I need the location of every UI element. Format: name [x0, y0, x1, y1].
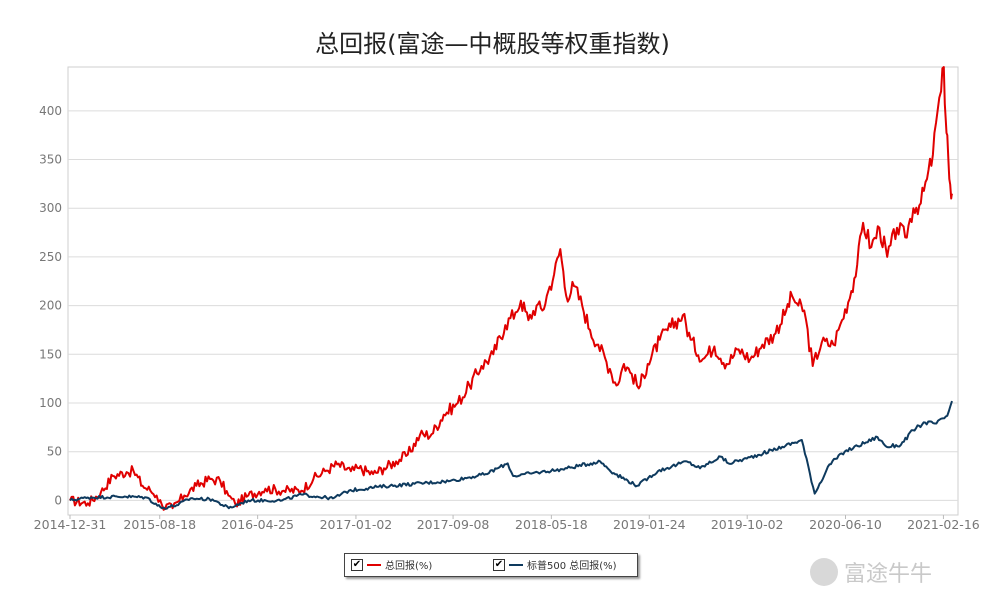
checkbox-icon[interactable]: ✔ [493, 558, 505, 571]
legend-swatch [367, 563, 381, 566]
x-tick-label: 2014-12-31 [34, 517, 107, 532]
checkbox-icon[interactable]: ✔ [351, 558, 363, 571]
x-tick-label: 2017-09-08 [417, 517, 490, 532]
x-tick-label: 2017-01-02 [320, 517, 393, 532]
series-line-total-return [69, 66, 953, 511]
y-tick-label: 150 [39, 347, 62, 361]
y-axis-ticks: 0 50 100 150 200 250 300 350 400 [39, 104, 62, 508]
watermark: 富途牛牛 [810, 556, 970, 588]
x-tick-label: 2015-08-18 [123, 517, 196, 532]
watermark-text: 富途牛牛 [844, 562, 933, 587]
series-line-sp500 [69, 400, 953, 510]
y-tick-label: 300 [39, 201, 62, 215]
y-tick-label: 200 [39, 299, 62, 313]
legend-label: 标普500 总回报(%) [527, 561, 617, 572]
x-tick-label: 2018-05-18 [515, 517, 588, 532]
legend-label: 总回报(%) [385, 561, 433, 572]
y-tick-label: 100 [39, 396, 62, 410]
series-lines [69, 66, 953, 511]
y-tick-label: 350 [39, 153, 62, 167]
legend: ✔ 总回报(%) ✔ 标普500 总回报(%) [344, 553, 638, 577]
futu-logo-icon [810, 558, 838, 586]
y-tick-label: 400 [39, 104, 62, 118]
y-tick-label: 250 [39, 250, 62, 264]
x-tick-label: 2019-01-24 [613, 517, 686, 532]
x-tick-label: 2020-06-10 [809, 517, 882, 532]
y-tick-label: 50 [47, 445, 62, 459]
plot-frame [67, 66, 959, 516]
grid-lines [68, 110, 958, 501]
legend-item-sp500[interactable]: ✔ 标普500 总回报(%) [493, 557, 617, 572]
x-tick-label: 2021-02-16 [907, 517, 980, 532]
x-tick-label: 2016-04-25 [221, 517, 294, 532]
y-tick-label: 0 [54, 493, 62, 507]
x-tick-label: 2019-10-02 [711, 517, 784, 532]
legend-item-total-return[interactable]: ✔ 总回报(%) [351, 557, 432, 572]
legend-swatch [509, 563, 523, 566]
x-axis-ticks: 2014-12-31 2015-08-18 2016-04-25 2017-01-02… [34, 515, 980, 532]
chart-title: 总回报(富途—中概股等权重指数) [315, 30, 670, 58]
